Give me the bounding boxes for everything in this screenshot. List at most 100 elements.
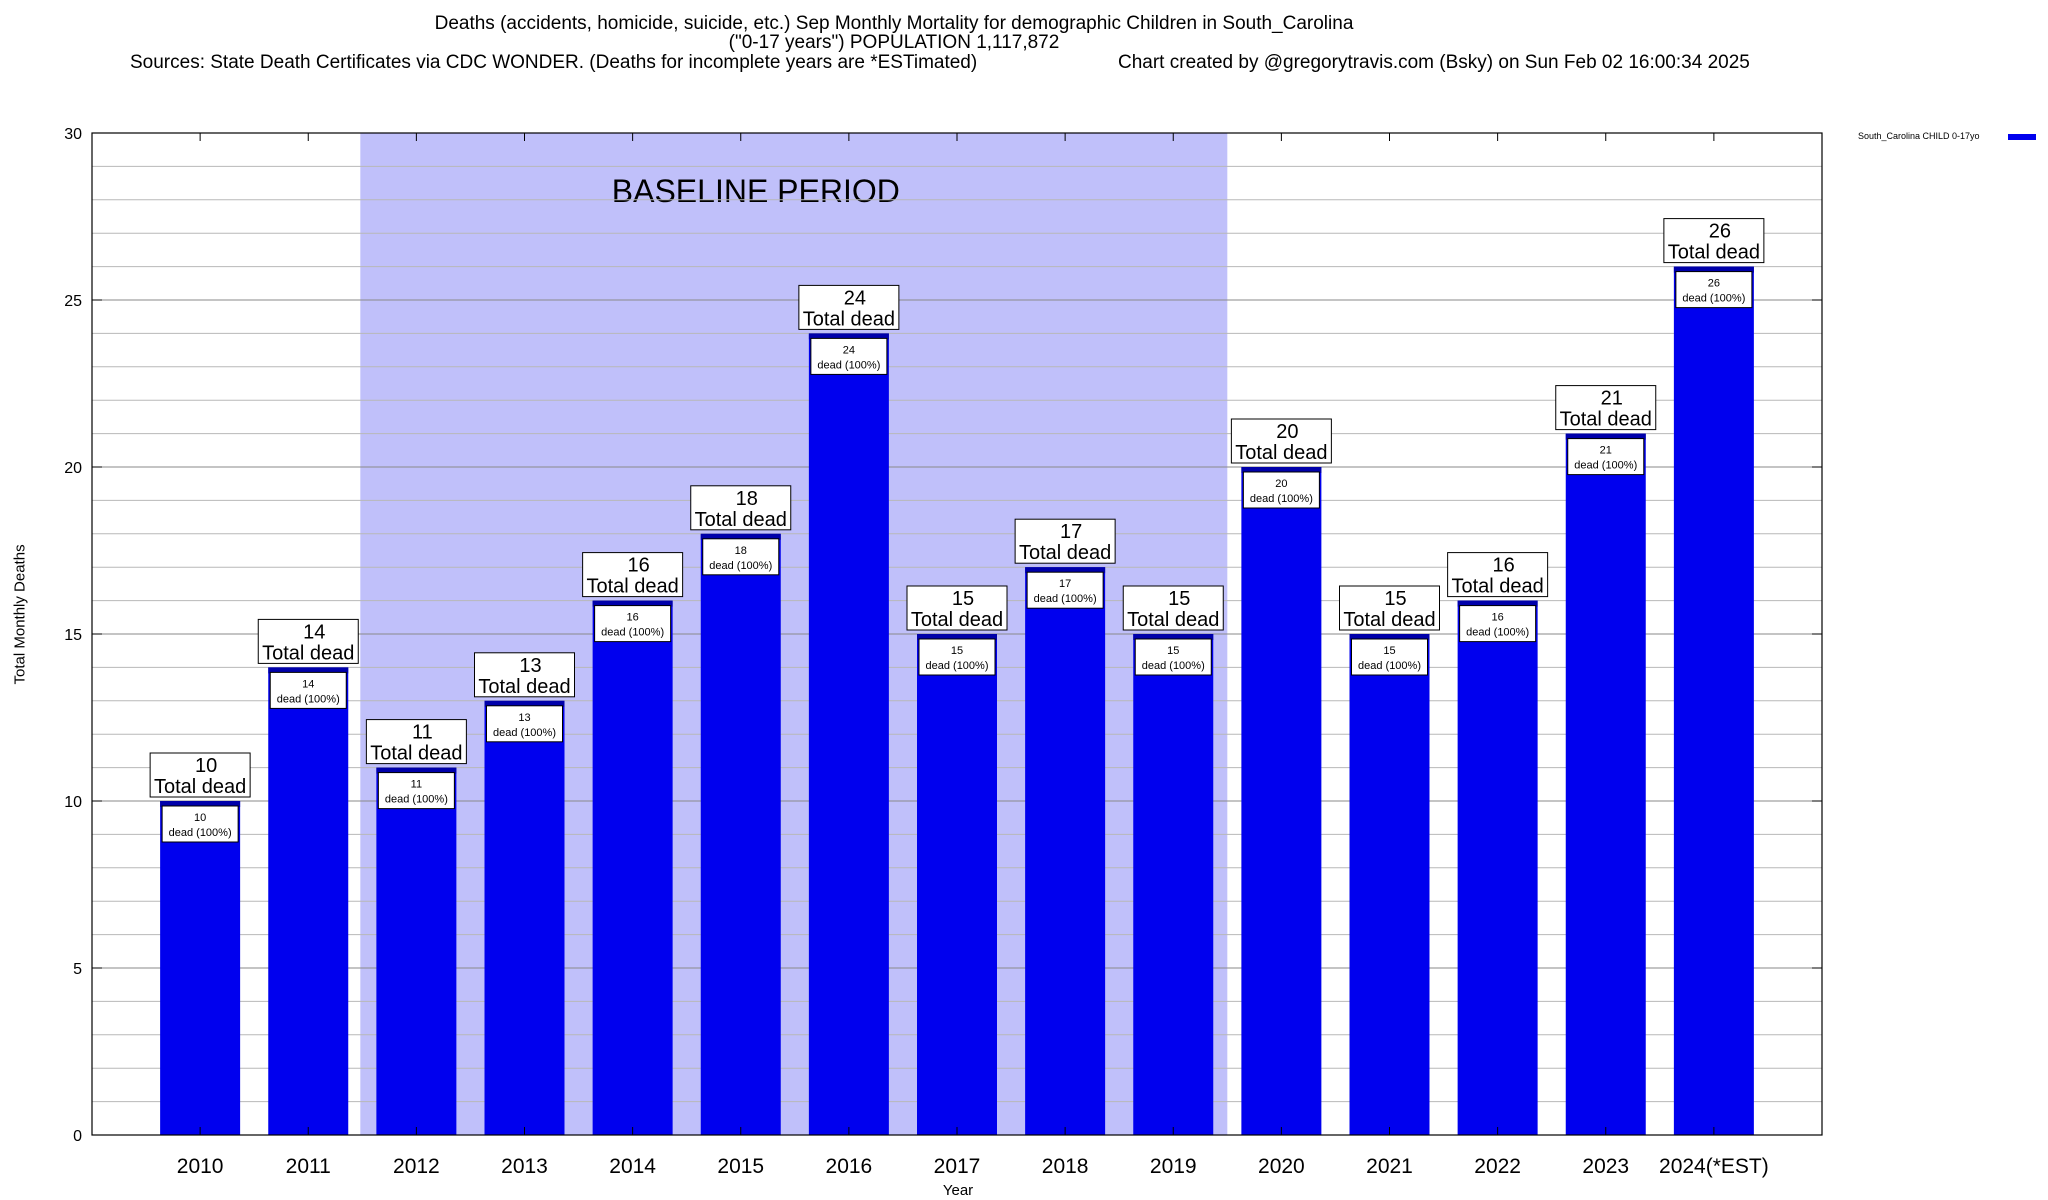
bar-inner-label-box (1134, 638, 1212, 676)
bar-inner-label-box (1567, 438, 1645, 476)
bar-total-label-box (582, 552, 684, 598)
bar (917, 634, 997, 1135)
bar-total-value: 21 (1601, 388, 1623, 410)
bar-total-label-box (1663, 218, 1765, 264)
legend-swatch (2008, 134, 2036, 140)
bar-inner-label: dead (100%) (1466, 627, 1529, 639)
bar-total-value: 18 (736, 488, 758, 510)
bar-total-label-box (1230, 418, 1332, 464)
y-tick-label: 20 (64, 460, 82, 477)
bar (1025, 567, 1106, 1135)
bar (700, 533, 781, 1135)
bar (1133, 634, 1214, 1135)
bar (484, 700, 565, 1135)
bar-inner-label-box (1026, 571, 1104, 609)
bar-total-label-box (1339, 585, 1440, 631)
y-tick-label: 15 (64, 627, 82, 644)
bar-inner-label-box (1675, 271, 1753, 309)
bar-total-label-box (365, 719, 467, 765)
bar-inner-label-box (594, 605, 672, 643)
bar-total-label: Total dead (911, 609, 1003, 631)
bar-inner-value: 24 (843, 344, 855, 356)
x-tick-label: 2010 (177, 1155, 224, 1178)
bar (376, 767, 457, 1135)
bar-inner-label: dead (100%) (926, 660, 989, 672)
bar-total-label-box (257, 618, 359, 664)
bar (1241, 467, 1322, 1135)
bar-total-label: Total dead (1235, 442, 1327, 464)
x-tick-label: 2015 (717, 1155, 764, 1178)
bar (1349, 634, 1430, 1135)
bar-total-label: Total dead (478, 676, 570, 698)
bar-inner-label-box (918, 638, 996, 676)
bar-inner-value: 16 (627, 612, 639, 624)
bar-total-value: 15 (1168, 588, 1190, 610)
bar-inner-label: dead (100%) (1358, 660, 1421, 672)
bar-inner-label: dead (100%) (1250, 493, 1313, 505)
bar-inner-value: 10 (194, 812, 206, 824)
bar-total-label: Total dead (262, 642, 354, 664)
bar-inner-label: dead (100%) (709, 560, 772, 572)
x-tick-label: 2013 (501, 1155, 548, 1178)
y-axis-label: Total Monthly Deaths (11, 544, 29, 685)
bar-total-label: Total dead (1668, 242, 1760, 264)
plot-frame (91, 132, 1823, 1136)
x-tick-label: 2016 (826, 1155, 873, 1178)
bar-total-label: Total dead (1343, 609, 1435, 631)
bar-total-value: 15 (952, 588, 974, 610)
y-tick-label: 30 (64, 126, 82, 143)
bar-total-value: 20 (1276, 421, 1298, 443)
bar-inner-label-box (702, 538, 780, 576)
bar-total-label: Total dead (695, 509, 787, 531)
bar-total-value: 13 (519, 655, 541, 677)
bar-total-label: Total dead (1127, 609, 1219, 631)
bar-inner-label-box (1242, 471, 1320, 509)
x-tick-label: 2020 (1258, 1155, 1305, 1178)
x-tick-label: 2014 (609, 1155, 656, 1178)
bar-inner-value: 11 (411, 779, 422, 791)
bar-total-label-box (798, 284, 900, 330)
bar (268, 667, 349, 1135)
bar-inner-label: dead (100%) (1142, 660, 1205, 672)
bar-total-label: Total dead (1451, 576, 1543, 598)
bar-top (1025, 567, 1106, 574)
x-tick-label: 2023 (1582, 1155, 1629, 1178)
bar-total-label-box (690, 485, 792, 531)
bar-total-value: 26 (1709, 221, 1731, 243)
bar-inner-value: 13 (518, 712, 530, 724)
y-tick-label: 5 (73, 961, 82, 978)
x-axis-label: Year (942, 1182, 974, 1199)
bar-total-label-box (1447, 552, 1549, 598)
bar-total-label: Total dead (370, 743, 462, 765)
bar (1457, 600, 1538, 1135)
bar-top (376, 767, 457, 774)
bar-total-label: Total dead (803, 308, 895, 330)
bar-inner-label: dead (100%) (1574, 460, 1637, 472)
bar-inner-value: 26 (1708, 278, 1720, 290)
bar-total-label-box (1555, 385, 1657, 431)
bar-inner-label-box (377, 772, 455, 810)
baseline-label: BASELINE PERIOD (612, 173, 900, 209)
bar-total-label: Total dead (154, 776, 246, 798)
bar-inner-value: 18 (735, 545, 747, 557)
bar-inner-value: 16 (1492, 612, 1504, 624)
bar-top (1565, 433, 1646, 440)
x-tick-label: 2022 (1474, 1155, 1521, 1178)
bar-total-value: 15 (1384, 588, 1406, 610)
bar-inner-label: dead (100%) (601, 627, 664, 639)
bar-inner-label-box (810, 337, 888, 375)
bar (592, 600, 673, 1135)
bar-inner-label: dead (100%) (277, 693, 340, 705)
bar-top (1241, 467, 1322, 473)
x-tick-label: 2021 (1366, 1155, 1413, 1178)
legend-label: South_Carolina CHILD 0-17yo (1858, 131, 1980, 141)
bar-total-value: 11 (412, 722, 433, 744)
x-tick-label: 2011 (286, 1155, 331, 1178)
bar-top (1133, 634, 1214, 640)
bar-inner-value: 14 (302, 678, 314, 690)
bar-inner-label-box (161, 805, 239, 843)
chart-title: Deaths (accidents, homicide, suicide, et… (434, 13, 1354, 34)
bar-total-label-box (906, 585, 1008, 631)
x-tick-label: 2024(*EST) (1659, 1155, 1769, 1178)
